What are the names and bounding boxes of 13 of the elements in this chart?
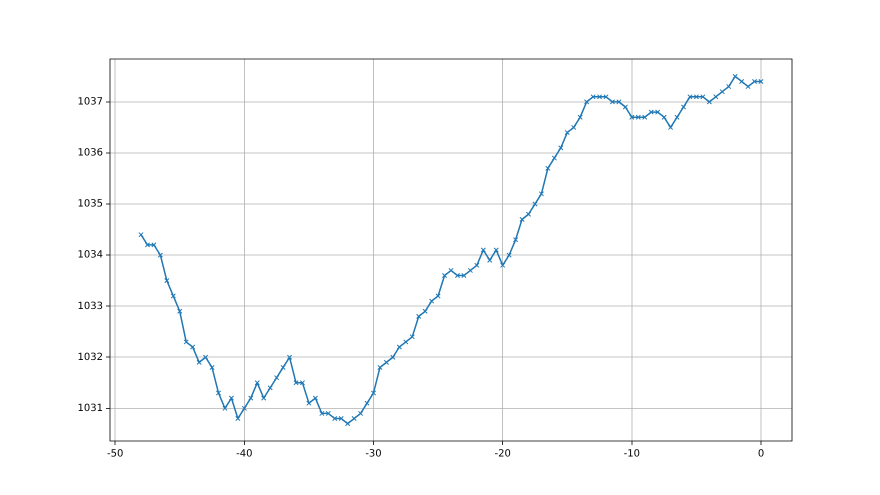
x-tick-label: -10 bbox=[624, 448, 640, 460]
y-tick-label: 1032 bbox=[78, 352, 103, 363]
y-tick-label: 1033 bbox=[78, 300, 103, 312]
y-tick-label: 1031 bbox=[78, 402, 103, 414]
y-tick-label: 1035 bbox=[78, 198, 103, 210]
y-tick-label: 1037 bbox=[78, 96, 103, 108]
y-tick-label: 1034 bbox=[78, 250, 103, 261]
x-tick-label: -20 bbox=[494, 448, 511, 460]
x-tick-label: -40 bbox=[236, 448, 253, 460]
y-tick-label: 1036 bbox=[78, 148, 103, 159]
x-tick-label: -50 bbox=[106, 448, 124, 460]
x-tick-label: 0 bbox=[758, 448, 764, 460]
x-tick-label: -30 bbox=[365, 448, 382, 460]
